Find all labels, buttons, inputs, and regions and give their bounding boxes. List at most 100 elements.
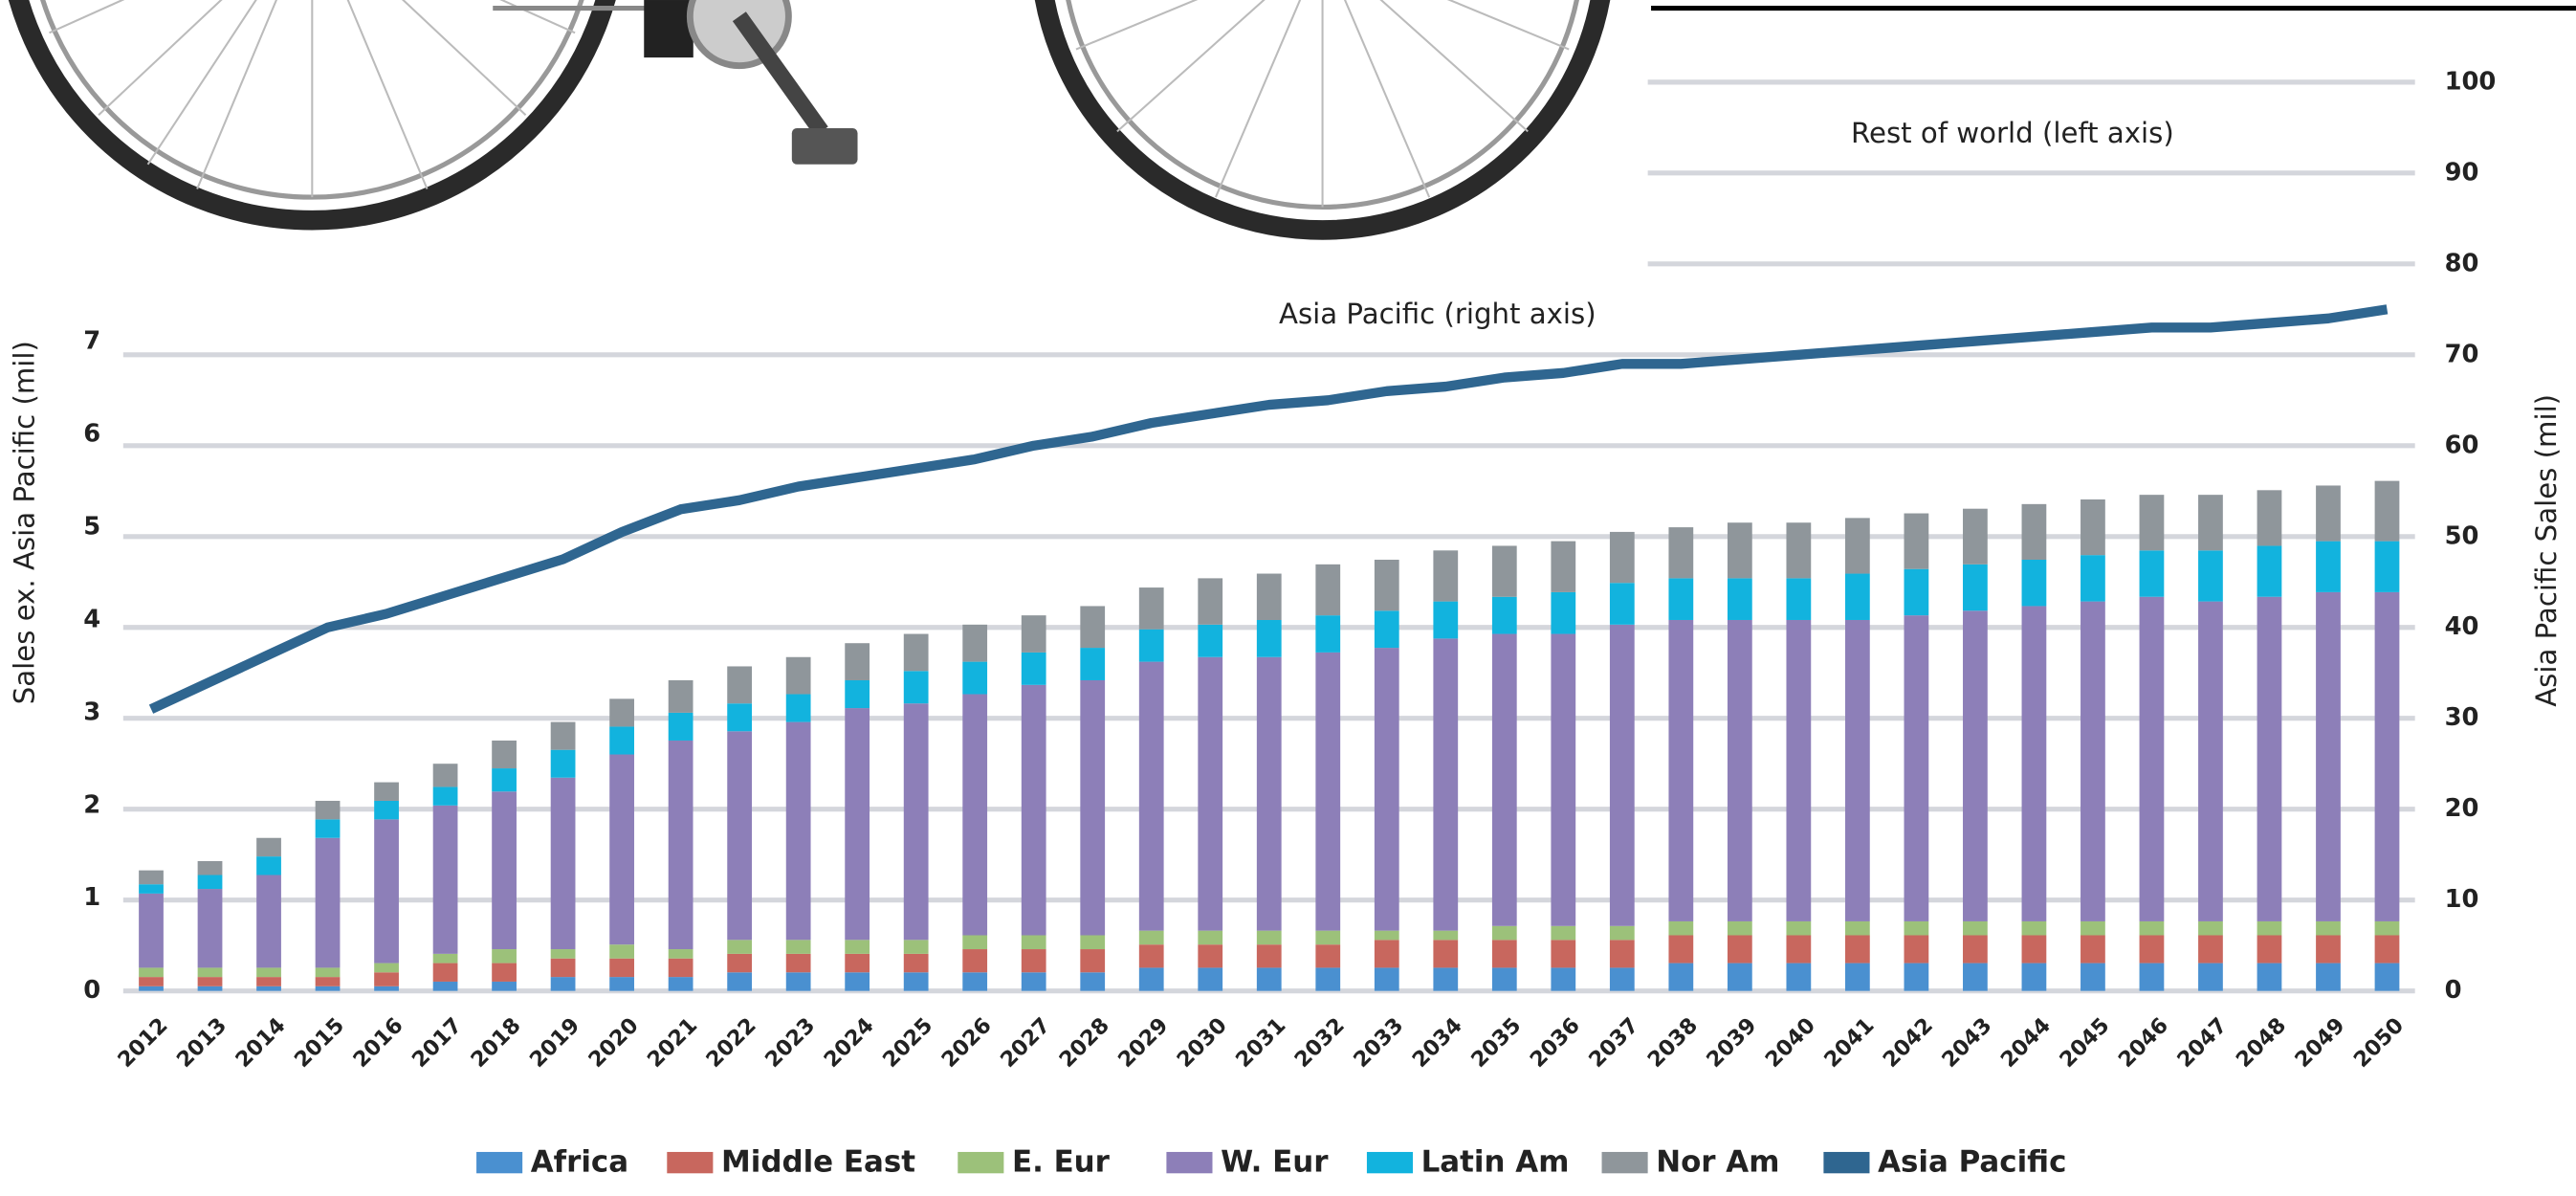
bar-segment xyxy=(2139,935,2165,963)
bar-segment xyxy=(2021,606,2047,921)
bar-segment xyxy=(197,977,223,986)
bar-segment xyxy=(1374,610,1399,649)
bar-segment xyxy=(727,953,753,973)
bar-segment xyxy=(1904,615,1929,921)
bar-segment xyxy=(1786,963,1812,991)
bar-segment xyxy=(2198,601,2223,921)
y2-tick-label: 70 xyxy=(2445,340,2479,368)
y2-tick-label: 60 xyxy=(2445,431,2479,459)
bar-segment xyxy=(2316,920,2341,936)
bar-segment xyxy=(1315,930,1341,945)
bar-segment xyxy=(1668,963,1694,991)
bar-segment xyxy=(1904,935,1929,963)
legend-swatch xyxy=(667,1151,714,1174)
annotation: Rest of world (left axis) xyxy=(1851,117,2174,149)
bar-segment xyxy=(315,800,341,820)
bar-segment xyxy=(2139,920,2165,936)
bar-segment xyxy=(1844,963,1870,991)
bar-segment xyxy=(962,949,988,973)
bar-segment xyxy=(2316,935,2341,963)
x-tick-label: 2015 xyxy=(290,1013,349,1073)
bar-segment xyxy=(256,875,281,968)
bar-segment xyxy=(2081,601,2105,921)
bar-segment xyxy=(2198,935,2223,963)
bar-segment xyxy=(785,721,811,941)
bar-segment xyxy=(845,940,870,954)
x-tick-label: 2036 xyxy=(1526,1013,1585,1073)
bar-segment xyxy=(374,800,399,820)
x-tick-label: 2039 xyxy=(1702,1013,1761,1073)
bar-segment xyxy=(785,656,811,695)
bar-segment xyxy=(1963,508,1988,565)
y-tick-label: 2 xyxy=(83,790,100,819)
x-tick-label: 2019 xyxy=(525,1013,584,1073)
x-tick-label: 2022 xyxy=(701,1013,760,1073)
x-tick-label: 2050 xyxy=(2349,1013,2409,1073)
bar-segment xyxy=(1374,940,1399,968)
bar-segment xyxy=(1138,661,1164,931)
bar-segment xyxy=(374,782,399,801)
x-tick-label: 2033 xyxy=(1349,1013,1408,1073)
bicycle-image xyxy=(0,0,1648,288)
bar-segment xyxy=(2081,920,2105,936)
y2-tick-label: 100 xyxy=(2445,67,2497,96)
bar-segment xyxy=(962,694,988,936)
bar-segment xyxy=(609,958,634,978)
bar-segment xyxy=(2257,963,2282,991)
legend-label: Middle East xyxy=(721,1144,915,1179)
bar-segment xyxy=(432,805,458,954)
x-tick-label: 2024 xyxy=(819,1013,878,1073)
bar-segment xyxy=(2374,591,2400,921)
bar-segment xyxy=(2257,545,2282,597)
bar-segment xyxy=(1786,522,1812,579)
x-tick-label: 2020 xyxy=(583,1013,643,1073)
bar-segment xyxy=(668,740,694,950)
bar-segment xyxy=(1315,944,1341,968)
bar-segment xyxy=(609,698,634,727)
bar-segment xyxy=(609,726,634,755)
bar-segment xyxy=(432,981,458,991)
bar-segment xyxy=(609,944,634,959)
bar-segment xyxy=(1609,624,1635,926)
bar-segment xyxy=(668,712,694,741)
bar-segment xyxy=(1138,930,1164,945)
bar-segment xyxy=(668,977,694,991)
bar-segment xyxy=(550,749,576,778)
bar-segment xyxy=(1668,619,1694,921)
x-tick-label: 2029 xyxy=(1113,1013,1173,1073)
bar-segment xyxy=(1491,545,1517,597)
x-tick-label: 2047 xyxy=(2172,1013,2232,1073)
bar-segment xyxy=(1609,583,1635,625)
bar-segment xyxy=(1256,944,1282,968)
x-tick-label: 2031 xyxy=(1231,1013,1290,1073)
annotation: Asia Pacific (right axis) xyxy=(1279,298,1596,330)
y2-tick-label: 0 xyxy=(2445,976,2462,1005)
y-tick-label: 5 xyxy=(83,513,100,542)
bar-segment xyxy=(1786,935,1812,963)
bar-segment xyxy=(492,791,517,950)
bar-segment xyxy=(1433,930,1459,941)
x-tick-label: 2018 xyxy=(466,1013,525,1073)
bar-segment xyxy=(550,721,576,750)
bar-segment xyxy=(1963,920,1988,936)
bar-segment xyxy=(903,940,929,954)
bar-segment xyxy=(1844,619,1870,921)
bar-segment xyxy=(2257,920,2282,936)
bar-segment xyxy=(1963,963,1988,991)
x-tick-label: 2045 xyxy=(2055,1013,2114,1073)
bar-segment xyxy=(1491,925,1517,941)
bar-segment xyxy=(1491,967,1517,991)
bar-segment xyxy=(1080,648,1106,680)
x-tick-label: 2014 xyxy=(231,1013,290,1073)
bar-segment xyxy=(962,624,988,662)
bar-segment xyxy=(315,977,341,986)
y2-tick-label: 90 xyxy=(2445,158,2479,187)
bar-segment xyxy=(2081,499,2105,556)
bar-segment xyxy=(609,754,634,945)
bar-segment xyxy=(845,972,870,991)
bar-segment xyxy=(1433,638,1459,931)
bar-segment xyxy=(432,786,458,806)
y2-tick-label: 20 xyxy=(2445,794,2479,823)
x-tick-label: 2044 xyxy=(1996,1013,2056,1073)
legend-label: Nor Am xyxy=(1656,1144,1779,1179)
